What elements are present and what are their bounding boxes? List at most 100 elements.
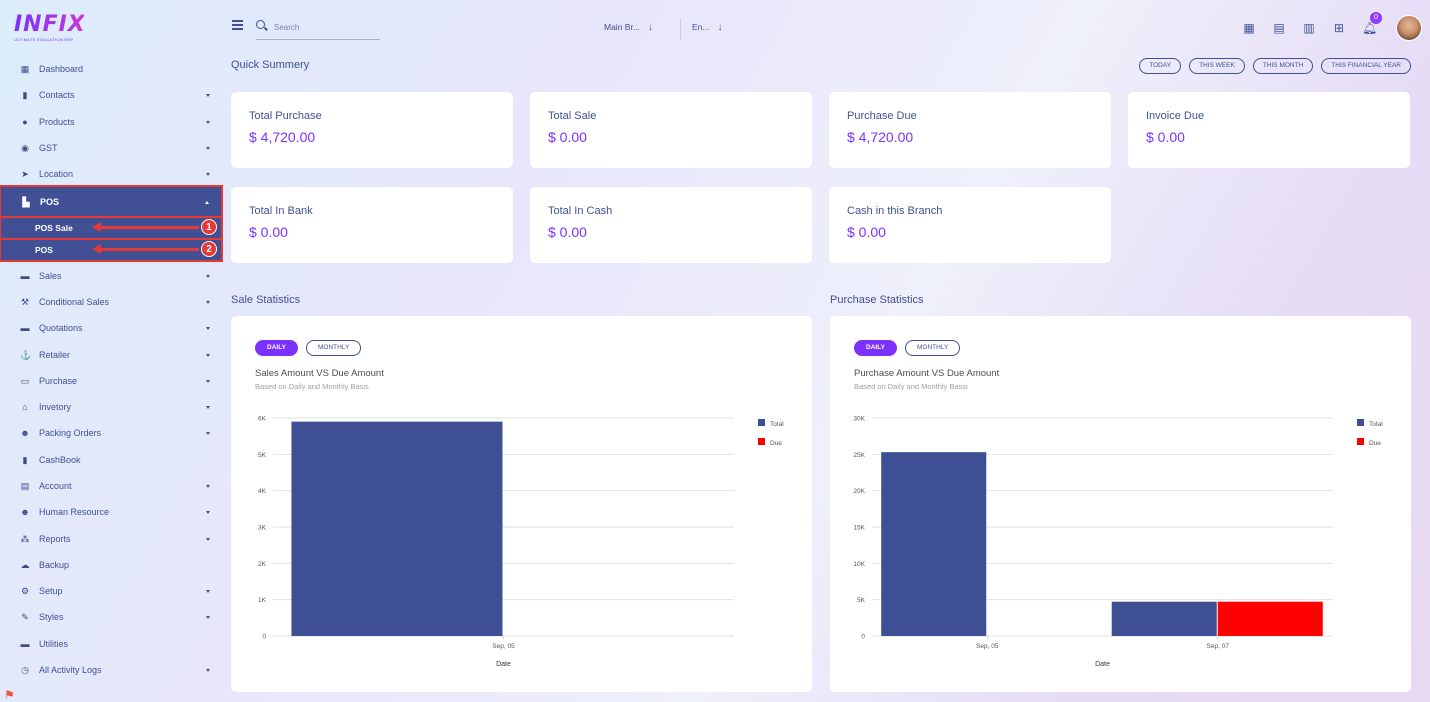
bar-total <box>1111 601 1217 636</box>
sidebar-subitem-pos-sale[interactable]: POS Sale 1 <box>0 216 223 241</box>
sidebar-item-reports[interactable]: ⁂ Reports <box>0 525 222 551</box>
sidebar-item-label: Dashboard <box>39 64 84 75</box>
search-input[interactable] <box>274 18 374 36</box>
y-tick-label: 0 <box>861 634 865 641</box>
product-icon: ● <box>22 116 28 127</box>
monthly-toggle-button[interactable]: MONTHLY <box>905 340 961 356</box>
cash-register-icon[interactable]: ▤ <box>1273 21 1285 35</box>
card-label: Cash in this Branch <box>847 205 943 217</box>
annotation-arrow-icon <box>92 222 101 233</box>
sidebar-item-utilities[interactable]: ▬ Utilities <box>0 631 222 657</box>
daily-toggle-button[interactable]: DAILY <box>854 340 897 356</box>
chevron-down-icon <box>206 300 210 304</box>
chevron-down-icon <box>206 432 210 436</box>
branch-select[interactable]: Main Br... ↓ <box>604 22 653 33</box>
chevron-down-icon <box>206 274 210 278</box>
sidebar: INFIX ULTIMATE EDUCATION ERP ▦ Dashboard ▮… <box>0 0 223 702</box>
y-tick-label: 1K <box>258 597 267 604</box>
legend-swatch <box>758 438 765 445</box>
range-this-financial-year-button[interactable]: THIS FINANCIAL YEAR <box>1321 58 1411 74</box>
sidebar-item-dashboard[interactable]: ▦ Dashboard <box>0 56 222 82</box>
y-tick-label: 25K <box>853 452 865 459</box>
sidebar-item-backup[interactable]: ☁ Backup <box>0 552 222 578</box>
sidebar-item-label: Invetory <box>39 402 72 413</box>
sidebar-item-label: GST <box>39 143 58 154</box>
language-select[interactable]: En... ↓ <box>692 22 722 33</box>
sidebar-subitem-pos[interactable]: POS 2 <box>0 238 223 263</box>
arrow-down-icon: ↓ <box>717 22 723 33</box>
reports-icon: ⁂ <box>20 533 30 544</box>
chart-title: Purchase Amount VS Due Amount <box>854 368 1000 379</box>
retailer-icon: ⚓ <box>20 349 32 360</box>
sidebar-item-all-activity-logs[interactable]: ◷ All Activity Logs <box>0 657 222 683</box>
range-this-month-button[interactable]: THIS MONTH <box>1252 58 1314 74</box>
sidebar-item-styles[interactable]: ✎ Styles <box>0 604 222 630</box>
book-open-icon[interactable]: ▥ <box>1303 21 1315 35</box>
card-label: Total Sale <box>548 110 597 122</box>
card-value: $ 0.00 <box>548 129 587 145</box>
annotation-marker: 1 <box>201 219 217 236</box>
sidebar-item-gst[interactable]: ◉ GST <box>0 135 222 161</box>
sidebar-item-products[interactable]: ● Products <box>0 109 222 135</box>
card-value: $ 0.00 <box>847 224 886 240</box>
grid-icon: ▦ <box>20 64 30 75</box>
purchase-chart: 0 5K 10K 15K 20K 25K 30K Sep, 05 Sep, 07 Date Tota… <box>853 416 1383 669</box>
users-icon: ☻ <box>20 507 30 518</box>
avatar[interactable] <box>1396 15 1422 41</box>
logo[interactable]: INFIX ULTIMATE EDUCATION ERP <box>14 12 86 44</box>
monthly-toggle-button[interactable]: MONTHLY <box>306 340 362 356</box>
sidebar-item-sales[interactable]: ▬ Sales <box>0 262 222 288</box>
chevron-down-icon <box>206 147 210 151</box>
menu-toggle-icon[interactable] <box>232 20 243 32</box>
x-tick-label: Sep, 07 <box>1207 643 1230 650</box>
summary-card: Total Sale $ 0.00 <box>530 92 812 168</box>
sidebar-item-quotations[interactable]: ▬ Quotations <box>0 315 222 341</box>
range-this-week-button[interactable]: THIS WEEK <box>1189 58 1245 74</box>
chevron-down-icon <box>206 669 210 673</box>
laravel-icon: ⚑ <box>4 688 15 702</box>
sidebar-subitem-label: POS Sale <box>35 223 73 234</box>
sidebar-item-label: Human Resource <box>39 507 110 518</box>
daily-toggle-button[interactable]: DAILY <box>255 340 298 356</box>
sidebar-item-conditional-sales[interactable]: ⚒ Conditional Sales <box>0 289 222 315</box>
sidebar-item-retailer[interactable]: ⚓ Retailer <box>0 341 222 367</box>
sidebar-item-human-resource[interactable]: ☻ Human Resource <box>0 499 222 525</box>
bar-due <box>1217 601 1323 636</box>
x-axis-label: Date <box>496 661 511 668</box>
chevron-down-icon <box>206 590 210 594</box>
sidebar-item-account[interactable]: ▤ Account <box>0 473 222 499</box>
sidebar-item-purchase[interactable]: ▭ Purchase <box>0 368 222 394</box>
summary-card: Invoice Due $ 0.00 <box>1128 92 1410 168</box>
sidebar-item-label: Location <box>39 169 74 180</box>
plus-square-icon[interactable]: ⊞ <box>1333 21 1345 35</box>
divider <box>680 18 681 40</box>
chevron-down-icon <box>206 616 210 620</box>
logo-text: INFIX <box>14 12 86 37</box>
gst-icon: ◉ <box>21 143 29 154</box>
sales-icon: ▬ <box>20 270 30 281</box>
sidebar-item-location[interactable]: ➤ Location <box>0 161 222 187</box>
y-tick-label: 10K <box>853 561 865 568</box>
range-today-button[interactable]: TODAY <box>1139 58 1182 74</box>
x-axis-label: Date <box>1095 661 1110 668</box>
sidebar-item-label: Setup <box>39 586 63 597</box>
calculator-icon[interactable]: ▦ <box>1243 21 1255 35</box>
bell-icon[interactable]: 🔔︎ 0 <box>1362 12 1382 35</box>
sidebar-item-pos[interactable]: ▙ POS <box>0 185 223 219</box>
card-value: $ 4,720.00 <box>847 129 914 145</box>
sidebar-item-contacts[interactable]: ▮ Contacts <box>0 82 222 108</box>
account-icon: ▤ <box>20 481 30 491</box>
sidebar-item-label: Contacts <box>39 90 75 101</box>
y-tick-label: 30K <box>853 416 865 423</box>
chevron-down-icon <box>206 120 210 124</box>
chevron-down-icon <box>206 379 210 383</box>
sidebar-item-setup[interactable]: ⚙ Setup <box>0 578 222 604</box>
sidebar-item-invetory[interactable]: ⌂ Invetory <box>0 394 222 420</box>
arrow-down-icon: ↓ <box>647 22 653 33</box>
card-label: Purchase Due <box>847 110 917 122</box>
sidebar-item-cashbook[interactable]: ▮ CashBook <box>0 447 222 473</box>
card-value: $ 0.00 <box>249 224 288 240</box>
sidebar-item-packing-orders[interactable]: ☻ Packing Orders <box>0 420 222 446</box>
search-box <box>256 18 380 40</box>
brush-icon: ✎ <box>21 612 29 623</box>
